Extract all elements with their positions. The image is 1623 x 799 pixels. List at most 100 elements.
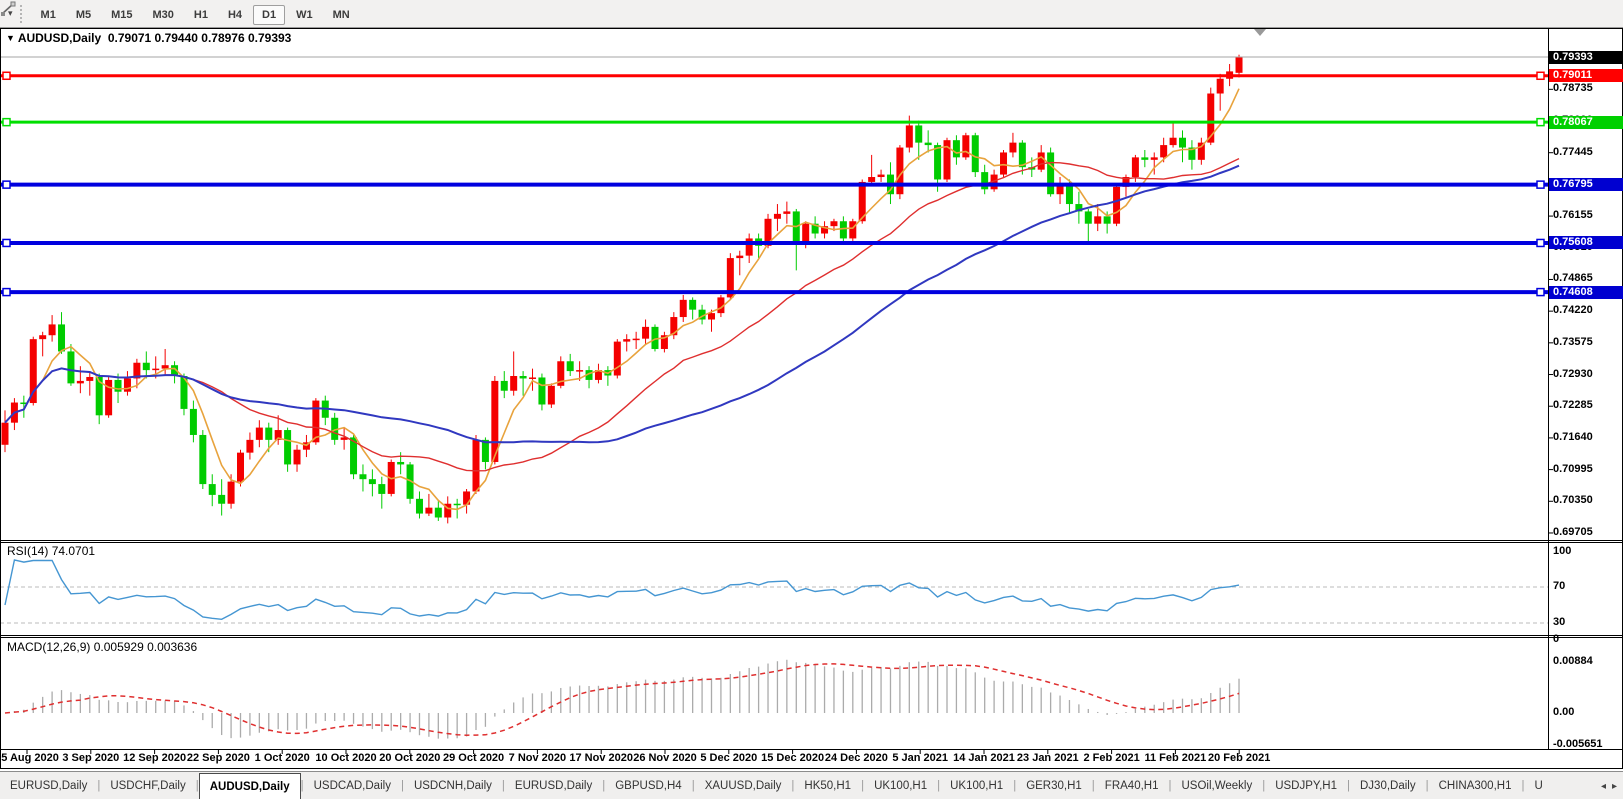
moving-average-21 bbox=[4, 157, 1240, 472]
timeframe-button-d1[interactable]: D1 bbox=[253, 4, 286, 25]
panel-frame bbox=[0, 28, 1623, 769]
rsi-indicator-label: RSI(14) 74.0701 bbox=[7, 544, 96, 558]
macd-axis-label: -0.005651 bbox=[1553, 738, 1603, 750]
tab-separator: | bbox=[1168, 780, 1172, 792]
macd-signal-line bbox=[4, 663, 1240, 736]
timeframe-button-m30[interactable]: M30 bbox=[152, 8, 174, 21]
date-tick-label: 7 Nov 2020 bbox=[508, 752, 567, 764]
timeframe-button-w1[interactable]: W1 bbox=[296, 8, 313, 21]
chart-canvas[interactable] bbox=[0, 0, 1623, 771]
chart-title: ▼ AUDUSD,Daily 0.79071 0.79440 0.78976 0… bbox=[6, 31, 291, 45]
collapse-triangle-icon[interactable]: ▼ bbox=[6, 33, 15, 43]
line-handle[interactable] bbox=[1536, 71, 1545, 81]
price-badge: 0.78067 bbox=[1549, 115, 1623, 129]
date-tick-label: 17 Nov 2020 bbox=[569, 752, 633, 764]
chart-tab-usdcnh-daily[interactable]: USDCNH,Daily bbox=[413, 780, 492, 792]
price-badge: 0.79393 bbox=[1549, 50, 1623, 64]
chart-tab-uk100-h1[interactable]: UK100,H1 bbox=[950, 780, 1004, 792]
symbol-tab-bar: EURUSD,Daily | USDCHF,Daily | AUDUSD,Daily | U… bbox=[0, 771, 1623, 799]
date-tick-label: 11 Feb 2021 bbox=[1144, 752, 1207, 764]
macd-indicator-label: MACD(12,26,9) 0.005929 0.003636 bbox=[7, 640, 198, 654]
tab-separator: | bbox=[195, 780, 199, 792]
scroll-left-icon[interactable]: ◂ bbox=[1600, 780, 1606, 792]
tab-separator: | bbox=[300, 780, 304, 792]
line-handle[interactable] bbox=[1536, 287, 1545, 297]
date-tick-label: 20 Feb 2021 bbox=[1208, 752, 1271, 764]
chart-tab-xauusd-daily[interactable]: XAUUSD,Daily bbox=[704, 780, 782, 792]
macd-values: 0.005929 0.003636 bbox=[93, 640, 198, 654]
date-tick-label: 3 Sep 2020 bbox=[62, 752, 120, 764]
chart-tab-usdjpy-h1[interactable]: USDJPY,H1 bbox=[1275, 780, 1337, 792]
price-badge: 0.79011 bbox=[1549, 69, 1623, 83]
chart-tab-dj30-daily[interactable]: DJ30,Daily bbox=[1360, 780, 1416, 792]
price-tick-label: 0.72930 bbox=[1553, 367, 1593, 380]
chart-tab-usoil-weekly[interactable]: USOil,Weekly bbox=[1181, 780, 1253, 792]
dropdown-arrow-icon[interactable]: ▾ bbox=[8, 8, 13, 18]
price-tick-label: 0.70350 bbox=[1553, 494, 1593, 507]
chart-tab-u[interactable]: U bbox=[1534, 780, 1543, 792]
line-handle[interactable] bbox=[2, 180, 11, 189]
date-tick-label: 5 Dec 2020 bbox=[700, 752, 758, 764]
chart-tab-audusd-daily[interactable]: AUDUSD,Daily bbox=[198, 773, 301, 799]
chart-tab-china300-h1[interactable]: CHINA300,H1 bbox=[1438, 780, 1512, 792]
toolbar-grip[interactable] bbox=[19, 4, 25, 23]
price-tick-label: 0.74220 bbox=[1553, 304, 1593, 317]
rsi-axis-label: 30 bbox=[1553, 616, 1566, 628]
chart-shift-marker-icon[interactable] bbox=[1254, 29, 1266, 36]
timeframe-button-m1[interactable]: M1 bbox=[40, 8, 56, 21]
tab-separator: | bbox=[1521, 780, 1525, 792]
line-handle[interactable] bbox=[1536, 117, 1545, 127]
date-tick-label: 26 Nov 2020 bbox=[633, 752, 697, 764]
chart-tab-gbpusd-h4[interactable]: GBPUSD,H4 bbox=[615, 780, 682, 792]
chart-tab-ger30-h1[interactable]: GER30,H1 bbox=[1026, 780, 1082, 792]
chart-tab-eurusd-daily[interactable]: EURUSD,Daily bbox=[10, 780, 88, 792]
price-tick-label: 0.73575 bbox=[1553, 335, 1593, 348]
chart-tab-hk50-h1[interactable]: HK50,H1 bbox=[804, 780, 852, 792]
date-tick-label: 5 Jan 2021 bbox=[892, 752, 949, 764]
line-handle[interactable] bbox=[2, 71, 11, 81]
date-tick-label: 12 Sep 2020 bbox=[123, 752, 187, 764]
chart-tab-fra40-h1[interactable]: FRA40,H1 bbox=[1104, 780, 1159, 792]
date-tick-label: 10 Oct 2020 bbox=[315, 752, 377, 764]
tab-separator: | bbox=[1013, 780, 1017, 792]
rsi-value: 74.0701 bbox=[51, 544, 96, 558]
chart-symbol-label: AUDUSD,Daily bbox=[17, 31, 102, 45]
chart-ohlc-values: 0.79071 0.79440 0.78976 0.79393 bbox=[107, 31, 292, 45]
tab-separator: | bbox=[1091, 780, 1095, 792]
trendline-tool-icon[interactable] bbox=[0, 0, 18, 18]
line-handle[interactable] bbox=[2, 117, 11, 127]
tabs: EURUSD,Daily | USDCHF,Daily | AUDUSD,Daily | U… bbox=[0, 772, 1553, 799]
chart-tab-usdcad-daily[interactable]: USDCAD,Daily bbox=[313, 780, 391, 792]
chart-tab-usdchf-daily[interactable]: USDCHF,Daily bbox=[110, 780, 186, 792]
line-handle[interactable] bbox=[2, 287, 11, 297]
tab-separator: | bbox=[1425, 780, 1429, 792]
chart-tab-eurusd-daily[interactable]: EURUSD,Daily bbox=[514, 780, 593, 792]
tab-separator: | bbox=[861, 780, 865, 792]
moving-average-5 bbox=[4, 88, 1240, 511]
macd-axis-label: 0.00884 bbox=[1553, 655, 1593, 667]
price-tick-label: 0.77445 bbox=[1553, 145, 1593, 158]
date-tick-label: 23 Jan 2021 bbox=[1016, 752, 1079, 764]
price-tick-label: 0.74865 bbox=[1553, 272, 1593, 285]
timeframe-button-m5[interactable]: M5 bbox=[75, 8, 92, 21]
timeframe-button-m15[interactable]: M15 bbox=[111, 8, 133, 21]
price-badge: 0.75608 bbox=[1549, 236, 1623, 250]
tab-separator: | bbox=[1262, 780, 1266, 792]
timeframe-button-h4[interactable]: H4 bbox=[227, 8, 243, 21]
line-handle[interactable] bbox=[2, 238, 11, 248]
draw-tool-group[interactable]: ▾ bbox=[0, 0, 18, 27]
line-handle[interactable] bbox=[1536, 180, 1545, 189]
macd-axis-label: 0.00 bbox=[1553, 706, 1575, 718]
price-tick-label: 0.78735 bbox=[1553, 82, 1593, 95]
scroll-right-icon[interactable]: ▸ bbox=[1611, 780, 1617, 792]
line-handle[interactable] bbox=[1536, 238, 1545, 248]
date-tick-label: 25 Aug 2020 bbox=[0, 752, 59, 764]
timeframe-button-mn[interactable]: MN bbox=[332, 8, 350, 21]
date-tick-label: 14 Jan 2021 bbox=[953, 752, 1015, 764]
candles-layer bbox=[1, 54, 1243, 524]
chart-tab-uk100-h1[interactable]: UK100,H1 bbox=[874, 780, 928, 792]
price-tick-label: 0.70995 bbox=[1553, 462, 1593, 475]
timeframe-button-h1[interactable]: H1 bbox=[193, 8, 208, 21]
price-tick-label: 0.71640 bbox=[1553, 430, 1593, 443]
tab-separator: | bbox=[602, 780, 606, 792]
